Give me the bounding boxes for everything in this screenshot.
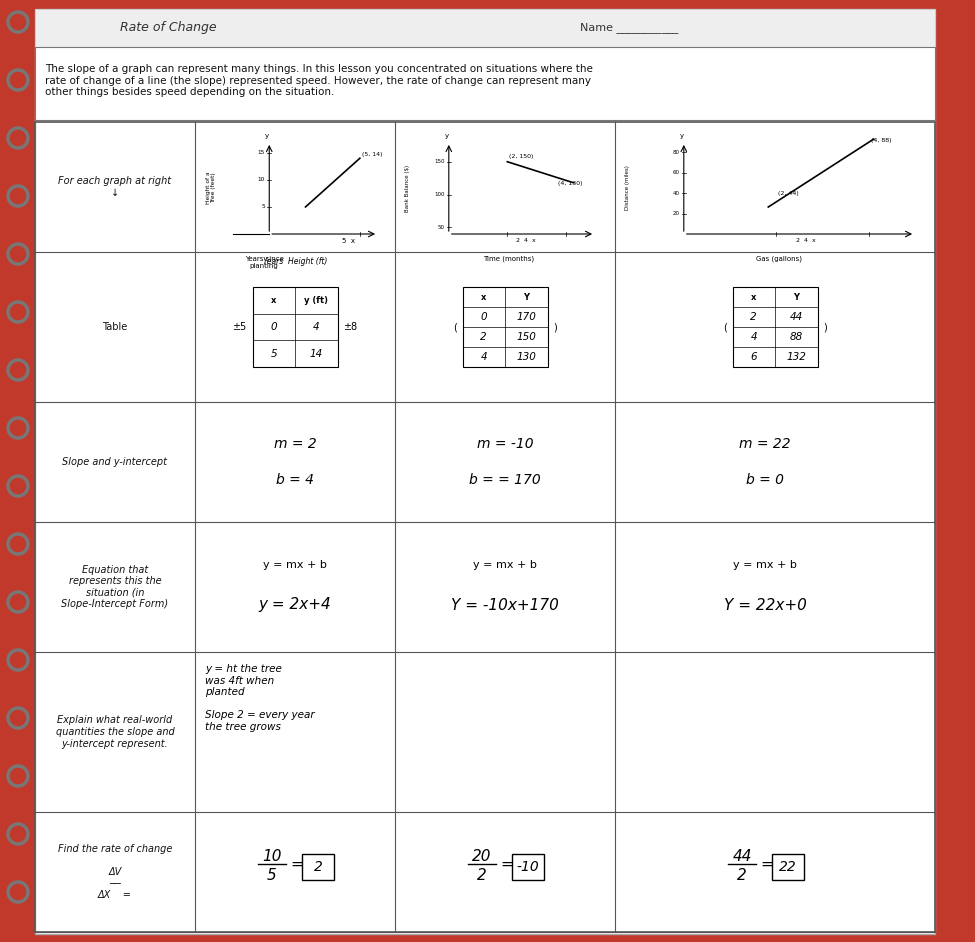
Bar <box>732 287 817 367</box>
Text: Rate of Change: Rate of Change <box>120 22 216 35</box>
Text: Name ___________: Name ___________ <box>580 23 679 34</box>
Text: Equation that
represents this the
situation (in
Slope-Intercept Form): Equation that represents this the situat… <box>61 564 169 609</box>
Text: 130: 130 <box>517 352 536 362</box>
Text: 4: 4 <box>751 332 757 342</box>
Text: =: = <box>760 856 773 871</box>
Text: The slope of a graph can represent many things. In this lesson you concentrated : The slope of a graph can represent many … <box>45 64 593 97</box>
Text: y = mx + b: y = mx + b <box>473 560 537 570</box>
Text: (: ( <box>452 322 456 332</box>
Text: 2: 2 <box>314 860 323 874</box>
Text: m = -10: m = -10 <box>477 437 533 451</box>
Bar <box>462 287 548 367</box>
Text: Distance (miles): Distance (miles) <box>625 166 630 210</box>
Text: y (ft): y (ft) <box>304 296 329 305</box>
Text: For each graph at right
↓: For each graph at right ↓ <box>58 176 172 198</box>
Text: 132: 132 <box>786 352 806 362</box>
Text: 170: 170 <box>517 312 536 322</box>
Text: 44: 44 <box>732 849 752 864</box>
Text: y: y <box>680 133 683 139</box>
Text: 50: 50 <box>438 225 445 230</box>
Text: Height of a
Tree (feet): Height of a Tree (feet) <box>206 171 216 204</box>
Text: 2: 2 <box>751 312 757 322</box>
Text: 44: 44 <box>790 312 802 322</box>
Text: Years  Height (ft): Years Height (ft) <box>263 257 328 267</box>
Text: 2: 2 <box>481 332 488 342</box>
Text: Y = 22x+0: Y = 22x+0 <box>723 597 806 612</box>
Bar <box>35 9 935 47</box>
Text: (5, 14): (5, 14) <box>362 153 382 157</box>
Text: (2, 150): (2, 150) <box>509 154 533 158</box>
Text: 40: 40 <box>673 190 680 196</box>
Text: m = 22: m = 22 <box>739 437 791 451</box>
Text: Y: Y <box>524 293 529 301</box>
Text: 10: 10 <box>262 849 282 864</box>
Text: 150: 150 <box>434 159 445 164</box>
Text: Y: Y <box>794 293 800 301</box>
Text: Slope and y-intercept: Slope and y-intercept <box>62 457 168 467</box>
Bar <box>512 854 544 880</box>
Text: ): ) <box>554 322 558 332</box>
Text: 10: 10 <box>257 177 265 183</box>
Text: Find the rate of change

ΔV
──
ΔX    =: Find the rate of change ΔV ── ΔX = <box>58 844 173 901</box>
Text: y = mx + b: y = mx + b <box>263 560 327 570</box>
Text: 80: 80 <box>673 150 680 154</box>
Text: x: x <box>271 296 277 305</box>
Text: b = 4: b = 4 <box>276 473 314 487</box>
Text: ±5: ±5 <box>232 322 247 332</box>
Text: 0: 0 <box>270 322 277 332</box>
Text: 5  x: 5 x <box>342 238 356 244</box>
Text: 4: 4 <box>313 322 320 332</box>
Bar <box>302 854 334 880</box>
Text: m = 2: m = 2 <box>274 437 316 451</box>
Text: 20: 20 <box>472 849 491 864</box>
Text: y = ht the tree
was 4ft when
planted

Slope 2 = every year
the tree grows: y = ht the tree was 4ft when planted Slo… <box>205 664 315 732</box>
Text: =: = <box>500 856 513 871</box>
Text: 6: 6 <box>751 352 757 362</box>
Text: (4, 88): (4, 88) <box>871 138 891 143</box>
Text: Y = -10x+170: Y = -10x+170 <box>451 597 559 612</box>
Text: 100: 100 <box>434 192 445 197</box>
Text: 2  4  x: 2 4 x <box>797 238 816 243</box>
Text: ): ) <box>824 322 827 332</box>
Text: x: x <box>751 293 757 301</box>
Text: y = mx + b: y = mx + b <box>733 560 797 570</box>
Text: -10: -10 <box>517 860 539 874</box>
Text: y: y <box>265 133 269 139</box>
Text: 60: 60 <box>673 171 680 175</box>
Text: 2: 2 <box>737 868 747 883</box>
Text: 88: 88 <box>790 332 802 342</box>
Text: 5: 5 <box>261 204 265 209</box>
Text: x: x <box>481 293 487 301</box>
Text: y: y <box>445 133 448 139</box>
Bar <box>253 287 337 367</box>
Text: (2, 44): (2, 44) <box>778 191 800 196</box>
Text: Years since
planting: Years since planting <box>245 256 284 269</box>
Text: (: ( <box>722 322 726 332</box>
Text: b = = 170: b = = 170 <box>469 473 541 487</box>
Text: Gas (gallons): Gas (gallons) <box>756 256 802 263</box>
Text: 2: 2 <box>477 868 487 883</box>
Text: (4, 130): (4, 130) <box>558 181 582 186</box>
Text: 14: 14 <box>310 349 323 359</box>
Text: 2  4  x: 2 4 x <box>517 238 536 243</box>
Bar <box>772 854 804 880</box>
Bar <box>35 47 935 120</box>
Text: =: = <box>290 856 303 871</box>
Text: 20: 20 <box>673 211 680 216</box>
Text: Bank Balance ($): Bank Balance ($) <box>405 165 410 212</box>
Text: b = 0: b = 0 <box>746 473 784 487</box>
Text: 150: 150 <box>517 332 536 342</box>
Text: 15: 15 <box>257 151 265 155</box>
Text: 5: 5 <box>267 868 277 883</box>
Text: 5: 5 <box>270 349 277 359</box>
Text: Table: Table <box>102 322 128 332</box>
Text: Time (months): Time (months) <box>484 256 534 263</box>
Text: ±8: ±8 <box>343 322 358 332</box>
Text: Explain what real-world
quantities the slope and
y-intercept represent.: Explain what real-world quantities the s… <box>56 715 175 749</box>
Text: y = 2x+4: y = 2x+4 <box>258 597 332 612</box>
Text: 22: 22 <box>779 860 797 874</box>
Bar <box>35 122 935 932</box>
Text: 4: 4 <box>481 352 488 362</box>
Text: 0: 0 <box>481 312 488 322</box>
